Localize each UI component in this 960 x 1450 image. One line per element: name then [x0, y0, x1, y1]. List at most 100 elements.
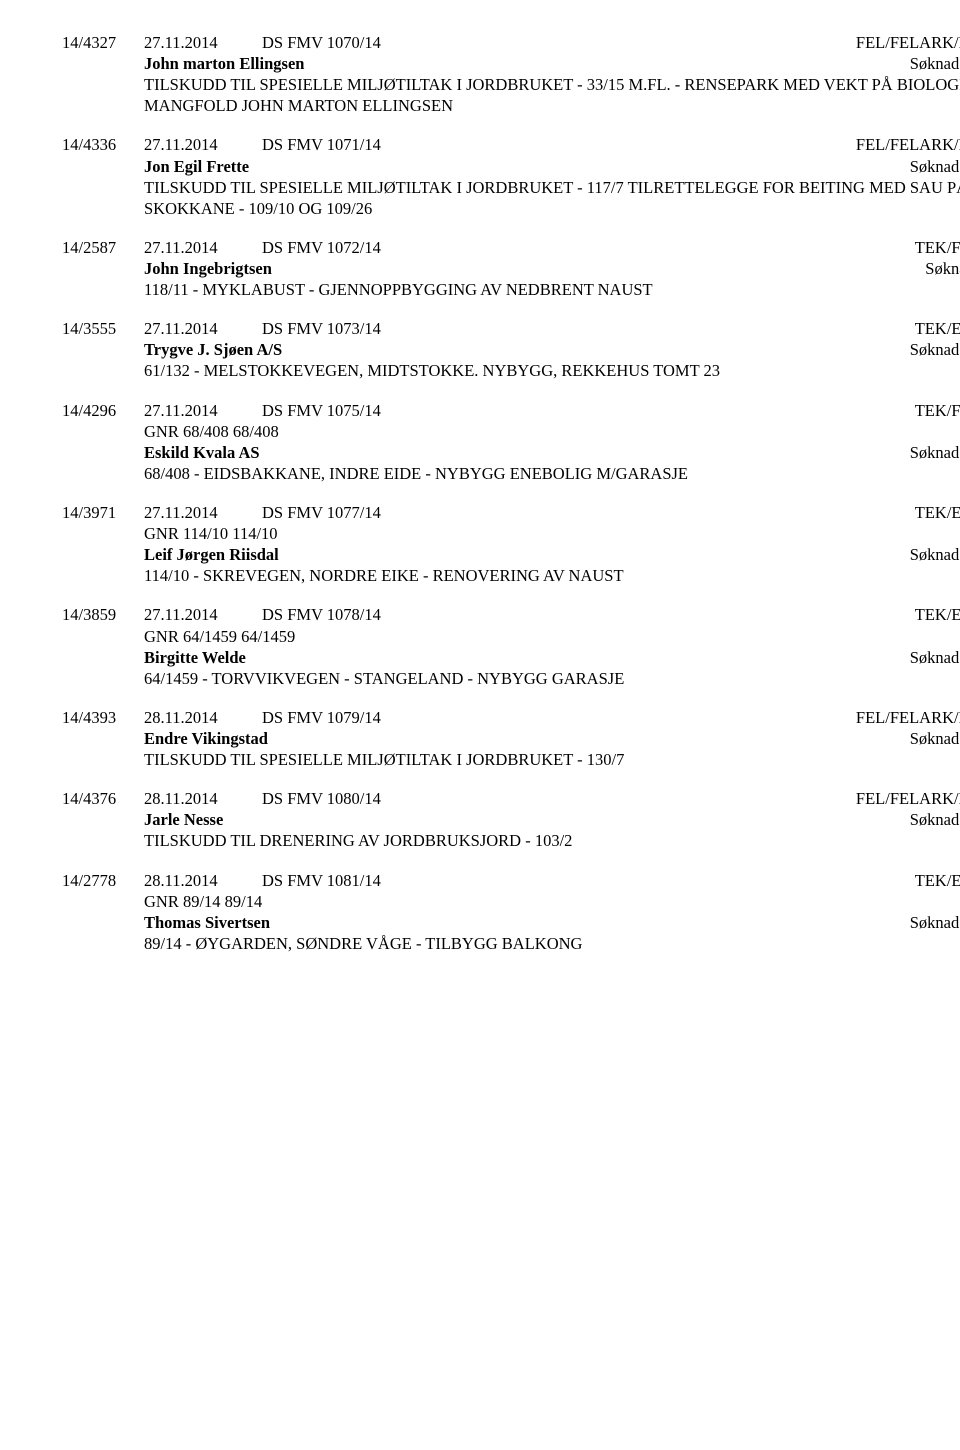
application-status: Søknad innvilget	[910, 442, 960, 463]
application-status: Søknad innvilget	[910, 544, 960, 565]
entry-date: 27.11.2014	[144, 400, 262, 421]
applicant-row: John Ingebrigtsen Søknad avslått	[62, 258, 960, 279]
department-code: TEK/FOR/HRB	[915, 400, 960, 421]
applicant-row: Trygve J. Sjøen A/S Søknad innvilget	[62, 339, 960, 360]
applicant-name: Leif Jørgen Riisdal	[144, 544, 910, 565]
applicant-row: Jarle Nesse Søknad innvilget	[62, 809, 960, 830]
document-id: DS FMV 1080/14	[262, 788, 856, 809]
department-code: TEK/EKS/ARK	[915, 604, 960, 625]
application-status: Søknad innvilget	[910, 728, 960, 749]
entry: 14/4296 27.11.2014 DS FMV 1075/14 TEK/FO…	[62, 400, 960, 484]
entry: 14/4393 28.11.2014 DS FMV 1079/14 FEL/FE…	[62, 707, 960, 770]
entry-description: 89/14 - ØYGARDEN, SØNDRE VÅGE - TILBYGG …	[62, 933, 960, 954]
gnr-line: GNR 114/10 114/10	[62, 523, 960, 544]
entry-description: TILSKUDD TIL DRENERING AV JORDBRUKSJORD …	[62, 830, 960, 851]
applicant-row: Birgitte Welde Søknad innvilget	[62, 647, 960, 668]
entry-description: 61/132 - MELSTOKKEVEGEN, MIDTSTOKKE. NYB…	[62, 360, 960, 381]
case-number: 14/4393	[62, 707, 144, 728]
entry: 14/4376 28.11.2014 DS FMV 1080/14 FEL/FE…	[62, 788, 960, 851]
applicant-row: Thomas Sivertsen Søknad innvilget	[62, 912, 960, 933]
applicant-name: Jarle Nesse	[144, 809, 910, 830]
case-number: 14/2587	[62, 237, 144, 258]
case-number: 14/4376	[62, 788, 144, 809]
entry-description: 114/10 - SKREVEGEN, NORDRE EIKE - RENOVE…	[62, 565, 960, 586]
entry-header: 14/4296 27.11.2014 DS FMV 1075/14 TEK/FO…	[62, 400, 960, 421]
applicant-row: Jon Egil Frette Søknad innvilget	[62, 156, 960, 177]
case-number: 14/2778	[62, 870, 144, 891]
case-number: 14/3859	[62, 604, 144, 625]
document-id: DS FMV 1071/14	[262, 134, 856, 155]
entry-header: 14/3971 27.11.2014 DS FMV 1077/14 TEK/EK…	[62, 502, 960, 523]
department-code: TEK/EKS/ARK	[915, 502, 960, 523]
entry-description: TILSKUDD TIL SPESIELLE MILJØTILTAK I JOR…	[62, 177, 960, 219]
department-code: TEK/EKS/ARK	[915, 318, 960, 339]
department-code: FEL/FELARK/LKS V18	[856, 707, 960, 728]
case-number: 14/4327	[62, 32, 144, 53]
entries-list: 14/4327 27.11.2014 DS FMV 1070/14 FEL/FE…	[62, 32, 960, 954]
department-code: TEK/FOR/GTH	[915, 237, 960, 258]
entry: 14/4327 27.11.2014 DS FMV 1070/14 FEL/FE…	[62, 32, 960, 116]
entry-date: 28.11.2014	[144, 870, 262, 891]
application-status: Søknad innvilget	[910, 53, 960, 74]
entry-description: 68/408 - EIDSBAKKANE, INDRE EIDE - NYBYG…	[62, 463, 960, 484]
case-number: 14/4336	[62, 134, 144, 155]
document-id: DS FMV 1079/14	[262, 707, 856, 728]
gnr-line: GNR 68/408 68/408	[62, 421, 960, 442]
applicant-name: Endre Vikingstad	[144, 728, 910, 749]
applicant-name: John marton Ellingsen	[144, 53, 910, 74]
applicant-row: John marton Ellingsen Søknad innvilget	[62, 53, 960, 74]
entry: 14/2587 27.11.2014 DS FMV 1072/14 TEK/FO…	[62, 237, 960, 300]
applicant-name: Trygve J. Sjøen A/S	[144, 339, 910, 360]
entry-date: 28.11.2014	[144, 788, 262, 809]
case-number: 14/3971	[62, 502, 144, 523]
entry-header: 14/3555 27.11.2014 DS FMV 1073/14 TEK/EK…	[62, 318, 960, 339]
applicant-name: Thomas Sivertsen	[144, 912, 910, 933]
document-id: DS FMV 1075/14	[262, 400, 915, 421]
entry-header: 14/4393 28.11.2014 DS FMV 1079/14 FEL/FE…	[62, 707, 960, 728]
entry-date: 27.11.2014	[144, 318, 262, 339]
entry: 14/3555 27.11.2014 DS FMV 1073/14 TEK/EK…	[62, 318, 960, 381]
entry-date: 28.11.2014	[144, 707, 262, 728]
entry: 14/2778 28.11.2014 DS FMV 1081/14 TEK/EK…	[62, 870, 960, 954]
application-status: Søknad innvilget	[910, 339, 960, 360]
application-status: Søknad innvilget	[910, 912, 960, 933]
document-id: DS FMV 1078/14	[262, 604, 915, 625]
document-id: DS FMV 1070/14	[262, 32, 856, 53]
document-id: DS FMV 1077/14	[262, 502, 915, 523]
entry-header: 14/4327 27.11.2014 DS FMV 1070/14 FEL/FE…	[62, 32, 960, 53]
entry: 14/4336 27.11.2014 DS FMV 1071/14 FEL/FE…	[62, 134, 960, 218]
gnr-line: GNR 89/14 89/14	[62, 891, 960, 912]
entry-description: TILSKUDD TIL SPESIELLE MILJØTILTAK I JOR…	[62, 74, 960, 116]
entry-header: 14/2778 28.11.2014 DS FMV 1081/14 TEK/EK…	[62, 870, 960, 891]
department-code: FEL/FELARK/LKS V18	[856, 788, 960, 809]
entry-date: 27.11.2014	[144, 604, 262, 625]
entry-description: 118/11 - MYKLABUST - GJENNOPPBYGGING AV …	[62, 279, 960, 300]
applicant-row: Endre Vikingstad Søknad innvilget	[62, 728, 960, 749]
entry-date: 27.11.2014	[144, 134, 262, 155]
applicant-name: Jon Egil Frette	[144, 156, 910, 177]
department-code: TEK/EKS/ARK	[915, 870, 960, 891]
entry-header: 14/4336 27.11.2014 DS FMV 1071/14 FEL/FE…	[62, 134, 960, 155]
entry-header: 14/4376 28.11.2014 DS FMV 1080/14 FEL/FE…	[62, 788, 960, 809]
department-code: FEL/FELARK/LKS V18	[856, 32, 960, 53]
entry-description: TILSKUDD TIL SPESIELLE MILJØTILTAK I JOR…	[62, 749, 960, 770]
application-status: Søknad innvilget	[910, 809, 960, 830]
application-status: Søknad innvilget	[910, 156, 960, 177]
entry: 14/3971 27.11.2014 DS FMV 1077/14 TEK/EK…	[62, 502, 960, 586]
case-number: 14/3555	[62, 318, 144, 339]
entry-header: 14/2587 27.11.2014 DS FMV 1072/14 TEK/FO…	[62, 237, 960, 258]
case-number: 14/4296	[62, 400, 144, 421]
document-id: DS FMV 1073/14	[262, 318, 915, 339]
entry-description: 64/1459 - TORVVIKVEGEN - STANGELAND - NY…	[62, 668, 960, 689]
applicant-row: Leif Jørgen Riisdal Søknad innvilget	[62, 544, 960, 565]
department-code: FEL/FELARK/LKS V18	[856, 134, 960, 155]
application-status: Søknad avslått	[925, 258, 960, 279]
entry: 14/3859 27.11.2014 DS FMV 1078/14 TEK/EK…	[62, 604, 960, 688]
applicant-name: Birgitte Welde	[144, 647, 910, 668]
document-id: DS FMV 1072/14	[262, 237, 915, 258]
applicant-name: Eskild Kvala AS	[144, 442, 910, 463]
applicant-row: Eskild Kvala AS Søknad innvilget	[62, 442, 960, 463]
entry-date: 27.11.2014	[144, 32, 262, 53]
applicant-name: John Ingebrigtsen	[144, 258, 925, 279]
application-status: Søknad innvilget	[910, 647, 960, 668]
